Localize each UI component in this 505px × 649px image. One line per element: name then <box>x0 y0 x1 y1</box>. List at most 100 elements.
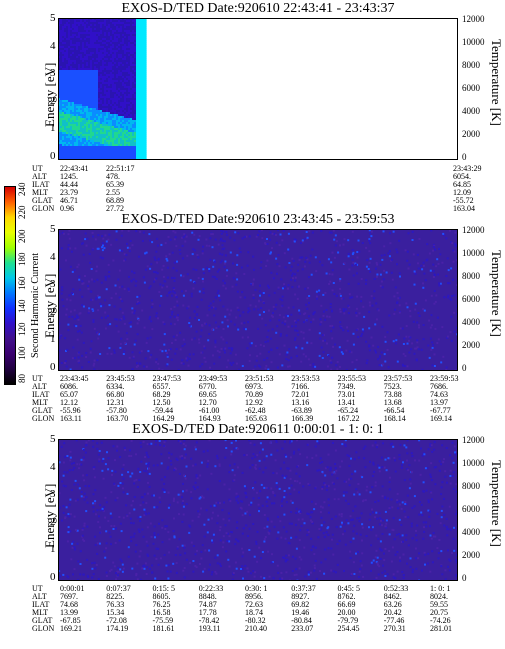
y-tick-label: 1 <box>50 122 56 135</box>
table-cell: 65.07 <box>60 390 78 399</box>
table-cell: -62.48 <box>245 406 266 415</box>
table-cell: 8605. <box>152 592 171 601</box>
y-axis-label: Energy [eV] <box>42 62 57 127</box>
table-cell: -67.85 <box>60 616 81 625</box>
table-cell: 163.11 <box>60 414 82 423</box>
table-cell: -67.77 <box>430 406 451 415</box>
table-cell: 69.65 <box>198 390 217 399</box>
table-cell: 23:53:53 <box>291 374 320 383</box>
y2-tick-label: 8000 <box>462 271 480 281</box>
table-cell: 163.04 <box>453 204 475 213</box>
table-cell: 0:37:37 <box>291 584 316 593</box>
y-tick-label: 1 <box>50 543 56 556</box>
table-cell: 165.63 <box>245 414 267 423</box>
table-cell: 0:15: 5 <box>152 584 175 593</box>
table-cell: 23:55:53 <box>337 374 366 383</box>
table-cell: 8927. <box>291 592 310 601</box>
y-tick-label: 2 <box>50 305 56 318</box>
colorbar-title: Second Harmonic Current <box>30 253 41 358</box>
table-cell: 0:22:33 <box>198 584 224 593</box>
colorbar-gradient <box>5 187 15 384</box>
table-cell: 76.33 <box>106 600 125 609</box>
table-cell: 23:49:53 <box>198 374 228 383</box>
table-cell: 74.63 <box>430 390 448 399</box>
colorbar-tick-label: 100 <box>17 346 27 360</box>
colorbar-tick-label: 120 <box>17 322 27 337</box>
table-cell: 13.16 <box>291 398 310 407</box>
table-cell: 23.79 <box>60 188 78 197</box>
table-cell: 1: 0: 1 <box>430 584 451 593</box>
table-row-label: GLAT <box>32 616 53 625</box>
table-cell: 6973. <box>245 382 263 391</box>
table-cell: 7166. <box>291 382 310 391</box>
colorbar-tick-label: 240 <box>17 182 27 197</box>
table-cell: 169.14 <box>430 414 452 423</box>
table-cell: -80.84 <box>291 616 312 625</box>
table-cell: 17.78 <box>198 608 217 617</box>
table-cell: 23:43:29 <box>453 164 482 173</box>
table-cell: -79.79 <box>337 616 359 625</box>
y2-tick-label: 6000 <box>462 294 480 304</box>
table-cell: 168.14 <box>383 414 406 423</box>
table-cell: 0:07:37 <box>106 584 131 593</box>
y-tick-label: 2 <box>50 94 56 107</box>
table-cell: 8024. <box>430 592 448 601</box>
table-cell: 164.93 <box>198 414 221 423</box>
y-tick-label: 2 <box>50 515 56 528</box>
y-tick-label: 3 <box>50 67 56 80</box>
y2-tick-label: 0 <box>462 363 467 373</box>
table-cell: 12.31 <box>106 398 125 407</box>
table-row-label: ALT <box>32 382 47 391</box>
table-cell: 73.01 <box>337 390 356 399</box>
y2-axis-label: Temperature [K] <box>489 39 504 126</box>
y2-tick-label: 2000 <box>462 340 480 350</box>
table-cell: 70.89 <box>245 390 263 399</box>
y-axis-label: Energy [eV] <box>42 273 57 338</box>
y2-tick-label: 12000 <box>462 435 485 445</box>
spectrogram-plot <box>58 18 458 160</box>
table-cell: 6557. <box>152 382 171 391</box>
y-tick-label: 4 <box>50 250 56 263</box>
table-cell: 20.42 <box>383 608 402 617</box>
colorbar-tick-label: 140 <box>17 299 27 313</box>
table-cell: 15.34 <box>106 608 125 617</box>
table-cell: 281.01 <box>430 624 452 633</box>
table-cell: 7686. <box>430 382 448 391</box>
y2-tick-label: 0 <box>462 152 467 162</box>
table-cell: -74.26 <box>430 616 451 625</box>
y2-tick-label: 12000 <box>462 225 485 235</box>
table-cell: 0:45: 5 <box>337 584 360 593</box>
y-tick-label: 0 <box>50 361 56 373</box>
table-cell: -55.72 <box>453 196 474 205</box>
table-cell: 46.71 <box>60 196 78 205</box>
table-cell: 8762. <box>337 592 356 601</box>
table-cell: 76.25 <box>152 600 171 609</box>
table-cell: 8462. <box>383 592 402 601</box>
plot-frame <box>58 439 458 581</box>
table-cell: 7523. <box>383 382 402 391</box>
plot-frame <box>58 229 458 371</box>
y-tick-label: 5 <box>50 433 56 445</box>
panel-title: EXOS-D/TED Date:920610 22:43:41 - 23:43:… <box>121 1 395 16</box>
y-tick-label: 0 <box>50 571 56 583</box>
y2-tick-label: 10000 <box>462 458 485 468</box>
table-cell: -63.89 <box>291 406 312 415</box>
table-row-label: ILAT <box>32 600 50 609</box>
table-cell: 13.68 <box>383 398 402 407</box>
colorbar-tick-label: 200 <box>17 229 27 243</box>
table-row-label: MLT <box>32 188 49 197</box>
y2-tick-label: 8000 <box>462 60 480 70</box>
table-cell: 64.85 <box>453 180 471 189</box>
table-cell: 72.63 <box>245 600 263 609</box>
spectrogram-plot <box>58 229 458 371</box>
y-tick-label: 1 <box>50 333 56 346</box>
table-cell: 74.68 <box>60 600 78 609</box>
table-cell: 12.70 <box>198 398 217 407</box>
table-cell: 23:59:53 <box>430 374 459 383</box>
table-cell: 167.22 <box>337 414 360 423</box>
table-cell: 8225. <box>106 592 125 601</box>
panel-title: EXOS-D/TED Date:920610 23:43:45 - 23:59:… <box>121 212 395 227</box>
y-tick-label: 5 <box>50 12 56 24</box>
table-cell: 23:51:53 <box>245 374 274 383</box>
table-cell: 478. <box>106 172 120 181</box>
